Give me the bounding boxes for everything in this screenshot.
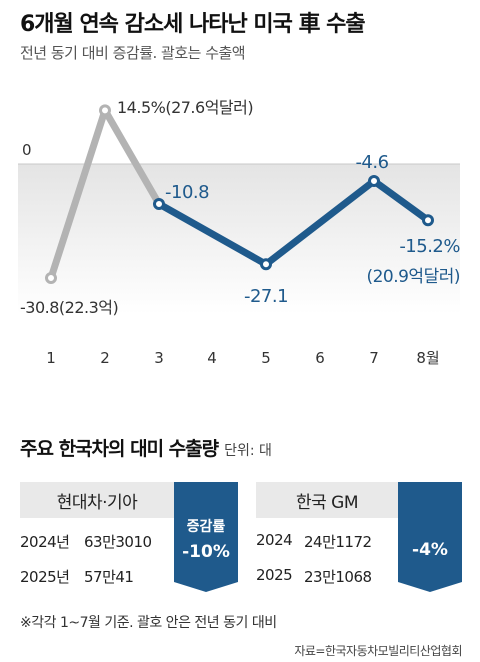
x-tick-label: 7 [369,349,379,367]
source-credit: 자료=한국자동차모빌리티산업협회 [294,644,462,658]
x-tick-label: 8월 [416,349,439,367]
data-point [260,258,272,271]
data-label: 14.5%(27.6억달러) [117,98,253,117]
data-label: -10.8 [165,182,209,203]
x-tick-label: 3 [154,349,164,367]
hyundai-kia-year-2024: 2024년 [20,533,70,551]
hyundai-kia-change-badge [174,482,238,592]
x-tick-label: 6 [315,349,325,367]
data-label: -27.1 [244,286,288,307]
data-point [368,175,380,188]
data-label: -30.8(22.3억) [20,298,118,317]
x-tick-label: 5 [261,349,271,367]
gm-korea-value-2024: 24만1172 [304,533,372,551]
hyundai-kia-value-2024: 63만3010 [84,533,152,551]
gm-korea-change-badge [398,482,462,592]
gm-korea-value-2025: 23만1068 [304,568,372,586]
gm-korea-year-2025: 2025 [256,566,293,584]
export-change-line-chart: 0 -30.8(22.3억) 14.5%(27.6억달러) -10.8 -27.1 -4… [18,98,461,367]
page-title: 6개월 연속 감소세 나타난 미국 車 수출 [20,12,366,37]
gm-korea-label: 한국 GM [256,482,398,518]
hyundai-kia-value-2025: 57만41 [84,568,134,586]
data-point [45,271,57,284]
chart-subtitle: 전년 동기 대비 증감률. 괄호는 수출액 [20,44,246,62]
data-point [153,197,165,210]
data-label-export-amount: (20.9억달러) [366,267,460,287]
x-tick-label: 2 [100,349,110,367]
footnote: ※각각 1~7월 기준. 괄호 안은 전년 동기 대비 [20,615,277,631]
data-point [422,214,434,227]
data-label: -4.6 [355,152,388,173]
data-point [99,104,111,117]
export-volume-section-title: 주요 한국차의 대미 수출량 단위: 대 [20,434,272,461]
x-tick-label: 4 [207,349,217,367]
zero-axis-label: 0 [22,141,32,159]
x-tick-label: 1 [46,349,56,367]
unit-label: 단위: 대 [224,443,272,459]
hyundai-kia-badge-label: 증감률 [186,519,226,535]
data-label: -15.2% [399,236,460,257]
hyundai-kia-year-2025: 2025년 [20,568,70,586]
hyundai-kia-badge-value: -10% [182,542,230,562]
hyundai-kia-label: 현대차·기아 [20,482,174,518]
gm-korea-badge-value: -4% [412,540,448,560]
series-line-blue [155,177,432,268]
gm-korea-year-2024: 2024 [256,531,293,549]
section-title: 주요 한국차의 대미 수출량 [20,438,219,460]
